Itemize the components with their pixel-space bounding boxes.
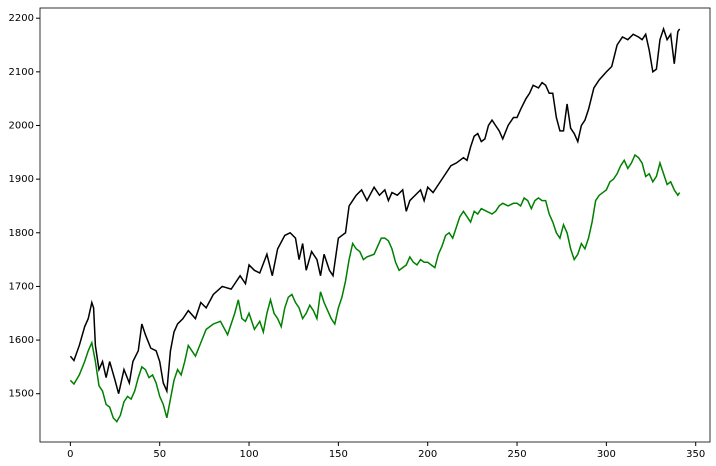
line-series: [69, 26, 681, 394]
y-tick-label: 1800: [9, 228, 34, 239]
y-tick-label: 1500: [9, 389, 34, 400]
y-tick-label: 2100: [9, 67, 34, 78]
y-tick-label: 1700: [9, 281, 34, 292]
x-tick-label: 100: [239, 449, 258, 460]
x-tick-label: 250: [507, 449, 526, 460]
x-tick-label: 200: [418, 449, 437, 460]
y-tick-label: 2000: [9, 120, 34, 131]
x-tick-label: 300: [597, 449, 616, 460]
x-tick-label: 50: [153, 449, 166, 460]
line-series: [69, 153, 681, 423]
plot-frame: [39, 7, 711, 443]
y-tick-label: 2200: [9, 13, 34, 24]
y-tick-label: 1900: [9, 174, 34, 185]
x-tick-label: 0: [67, 449, 73, 460]
y-tick-label: 1600: [9, 335, 34, 346]
x-tick-label: 350: [686, 449, 705, 460]
x-tick-label: 150: [329, 449, 348, 460]
